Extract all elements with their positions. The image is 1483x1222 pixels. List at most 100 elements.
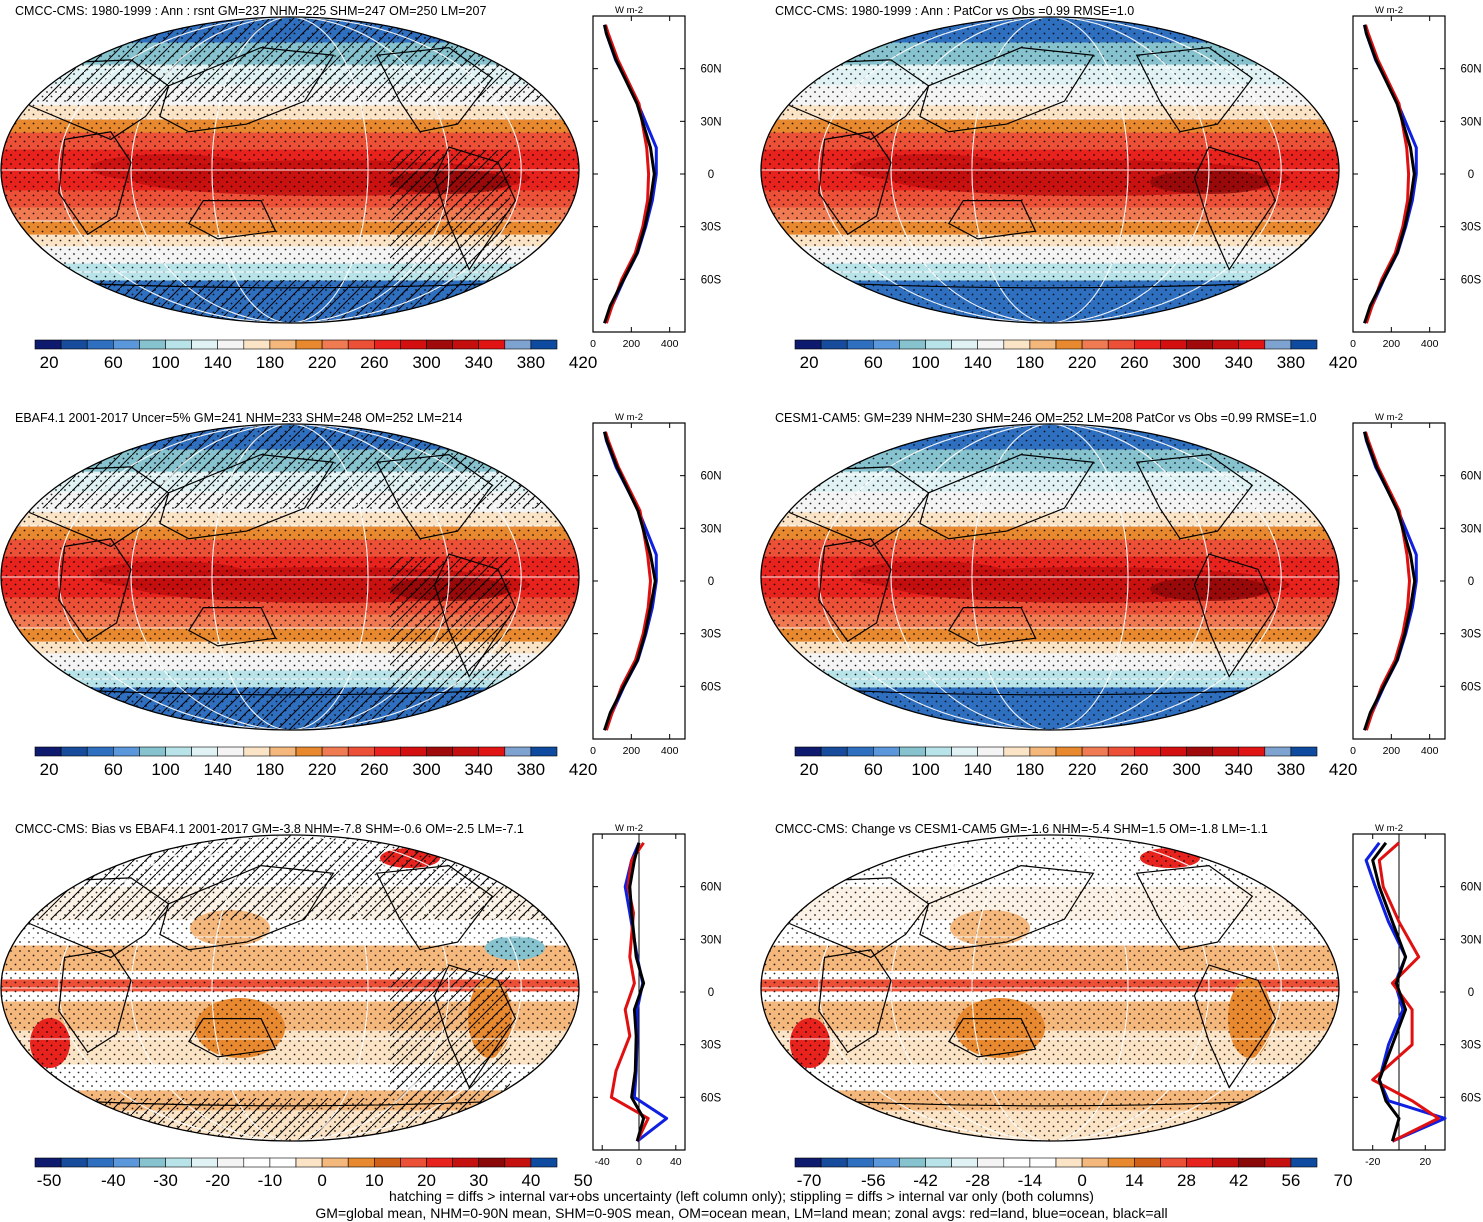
colorbar-swatch: [873, 1157, 900, 1168]
lat-label: 60N: [1460, 471, 1481, 483]
colorbar-swatch: [113, 339, 140, 350]
lat-label: 60S: [701, 681, 722, 693]
x-tick-label: 200: [623, 745, 641, 757]
colorbar-swatch: [373, 339, 401, 350]
lat-label: 60S: [701, 274, 722, 286]
colorbar-swatch: [1133, 339, 1161, 350]
panel-4: CESM1-CAM5: GM=239 NHM=230 SHM=246 OM=25…: [750, 407, 1483, 807]
colorbar-label: 340: [1225, 353, 1253, 372]
colorbar-swatch: [1133, 1157, 1161, 1168]
unit-label: W m-2: [615, 823, 643, 834]
panel-title: EBAF4.1 2001-2017 Uncer=5% GM=241 NHM=23…: [15, 411, 463, 425]
zonal-plot: 60N 30N 0 30S 60S -40 0 40 W m-2: [592, 823, 722, 1168]
colorbar-swatch: [243, 746, 271, 757]
colorbar: -50 -40 -30 -20 -10 0 10 20 30 40 50: [34, 1157, 593, 1190]
colorbar: 20 60 100 140 180 220 260 300 340 380 420: [794, 746, 1357, 779]
colorbar-swatch: [295, 1157, 323, 1168]
colorbar-label: 40: [521, 1171, 540, 1190]
colorbar-swatch: [1107, 746, 1135, 757]
colorbar-swatch: [1055, 339, 1083, 350]
colorbar-swatch: [1133, 746, 1161, 757]
colorbar-swatch: [1186, 339, 1213, 350]
zonal-plot: 60N 30N 0 30S 60S 0 200 400 W m-2: [590, 5, 721, 350]
colorbar-swatch: [321, 1157, 349, 1168]
colorbar-label: 0: [317, 1171, 326, 1190]
colorbar-label: 20: [800, 353, 819, 372]
lat-label: 30N: [1460, 523, 1481, 535]
lat-label: 60N: [1460, 882, 1481, 894]
lat-label: 0: [1468, 169, 1474, 181]
map: [761, 835, 1339, 1141]
lat-label: 60S: [1461, 274, 1482, 286]
colorbar-swatch: [113, 1157, 140, 1168]
colorbar-swatch: [794, 746, 822, 757]
colorbar-swatch: [1003, 1157, 1031, 1168]
colorbar-label: 380: [1277, 353, 1305, 372]
unit-label: W m-2: [615, 5, 643, 16]
zonal-line-all: [1363, 24, 1416, 324]
colorbar: 20 60 100 140 180 220 260 300 340 380 420: [34, 339, 597, 372]
colorbar-swatch: [820, 1157, 848, 1168]
x-tick-label: 200: [1383, 338, 1401, 350]
x-tick-label: -40: [595, 1156, 610, 1168]
colorbar-label: 20: [417, 1171, 436, 1190]
colorbar-label: 100: [151, 760, 179, 779]
colorbar-swatch: [1029, 339, 1057, 350]
colorbar-swatch: [925, 1157, 952, 1168]
colorbar-label: 42: [1229, 1171, 1248, 1190]
colorbar-swatch: [217, 339, 245, 350]
colorbar-label: 260: [1120, 353, 1148, 372]
zonal-plot: 60N 30N 0 30S 60S 0 200 400 W m-2: [1350, 412, 1481, 757]
colorbar-swatch: [820, 746, 848, 757]
colorbar-swatch: [1160, 1157, 1187, 1168]
colorbar-label: 0: [1077, 1171, 1086, 1190]
colorbar-swatch: [478, 339, 506, 350]
map: [761, 17, 1339, 323]
colorbar-swatch: [191, 1157, 219, 1168]
colorbar-label: 20: [800, 760, 819, 779]
panel-title: CMCC-CMS: Change vs CESM1-CAM5 GM=-1.6 N…: [775, 822, 1268, 836]
colorbar-swatch: [846, 746, 874, 757]
x-tick-label: 400: [1421, 338, 1439, 350]
colorbar-label: 220: [308, 353, 336, 372]
panel-title: CMCC-CMS: 1980-1999 : Ann : PatCor vs Ob…: [775, 4, 1135, 18]
colorbar-label: -14: [1018, 1171, 1043, 1190]
colorbar-swatch: [139, 746, 166, 757]
colorbar-swatch: [269, 746, 297, 757]
colorbar-swatch: [34, 339, 62, 350]
lat-label: 30S: [1461, 1040, 1482, 1052]
colorbar-swatch: [426, 339, 453, 350]
colorbar-swatch: [165, 1157, 192, 1168]
x-tick-label: -20: [1365, 1156, 1380, 1168]
colorbar-label: 380: [517, 353, 545, 372]
colorbar-swatch: [1212, 339, 1240, 350]
colorbar-swatch: [1290, 1157, 1318, 1168]
colorbar-swatch: [1003, 339, 1031, 350]
colorbar-swatch: [400, 1157, 427, 1168]
panel-graphics: 20 60 100 140 180 220 260 300 340 380 420 60N 30N 0 30…: [0, 412, 722, 779]
zonal-line-all: [1363, 431, 1417, 731]
lat-label: 60S: [701, 1092, 722, 1104]
colorbar-swatch: [426, 746, 453, 757]
colorbar-label: 300: [412, 760, 440, 779]
colorbar-swatch: [1160, 339, 1187, 350]
colorbar-label: 60: [864, 760, 883, 779]
colorbar-swatch: [165, 746, 192, 757]
colorbar-label: -10: [258, 1171, 283, 1190]
colorbar-swatch: [951, 746, 979, 757]
colorbar-label: 28: [1177, 1171, 1196, 1190]
zonal-plot: 60N 30N 0 30S 60S -20 20 W m-2: [1352, 823, 1482, 1168]
colorbar-swatch: [86, 1157, 114, 1168]
panel-6: CMCC-CMS: Change vs CESM1-CAM5 GM=-1.6 N…: [750, 814, 1483, 1214]
colorbar-swatch: [504, 1157, 532, 1168]
unit-label: W m-2: [1375, 412, 1403, 423]
colorbar-swatch: [1212, 1157, 1240, 1168]
lat-label: 60S: [1461, 681, 1482, 693]
colorbar-label: 380: [1277, 760, 1305, 779]
colorbar-label: -30: [153, 1171, 178, 1190]
x-tick-label: 0: [1350, 338, 1356, 350]
colorbar-swatch: [321, 746, 349, 757]
colorbar-label: 50: [574, 1171, 593, 1190]
zonal-line-all: [603, 24, 656, 324]
colorbar-swatch: [217, 1157, 245, 1168]
